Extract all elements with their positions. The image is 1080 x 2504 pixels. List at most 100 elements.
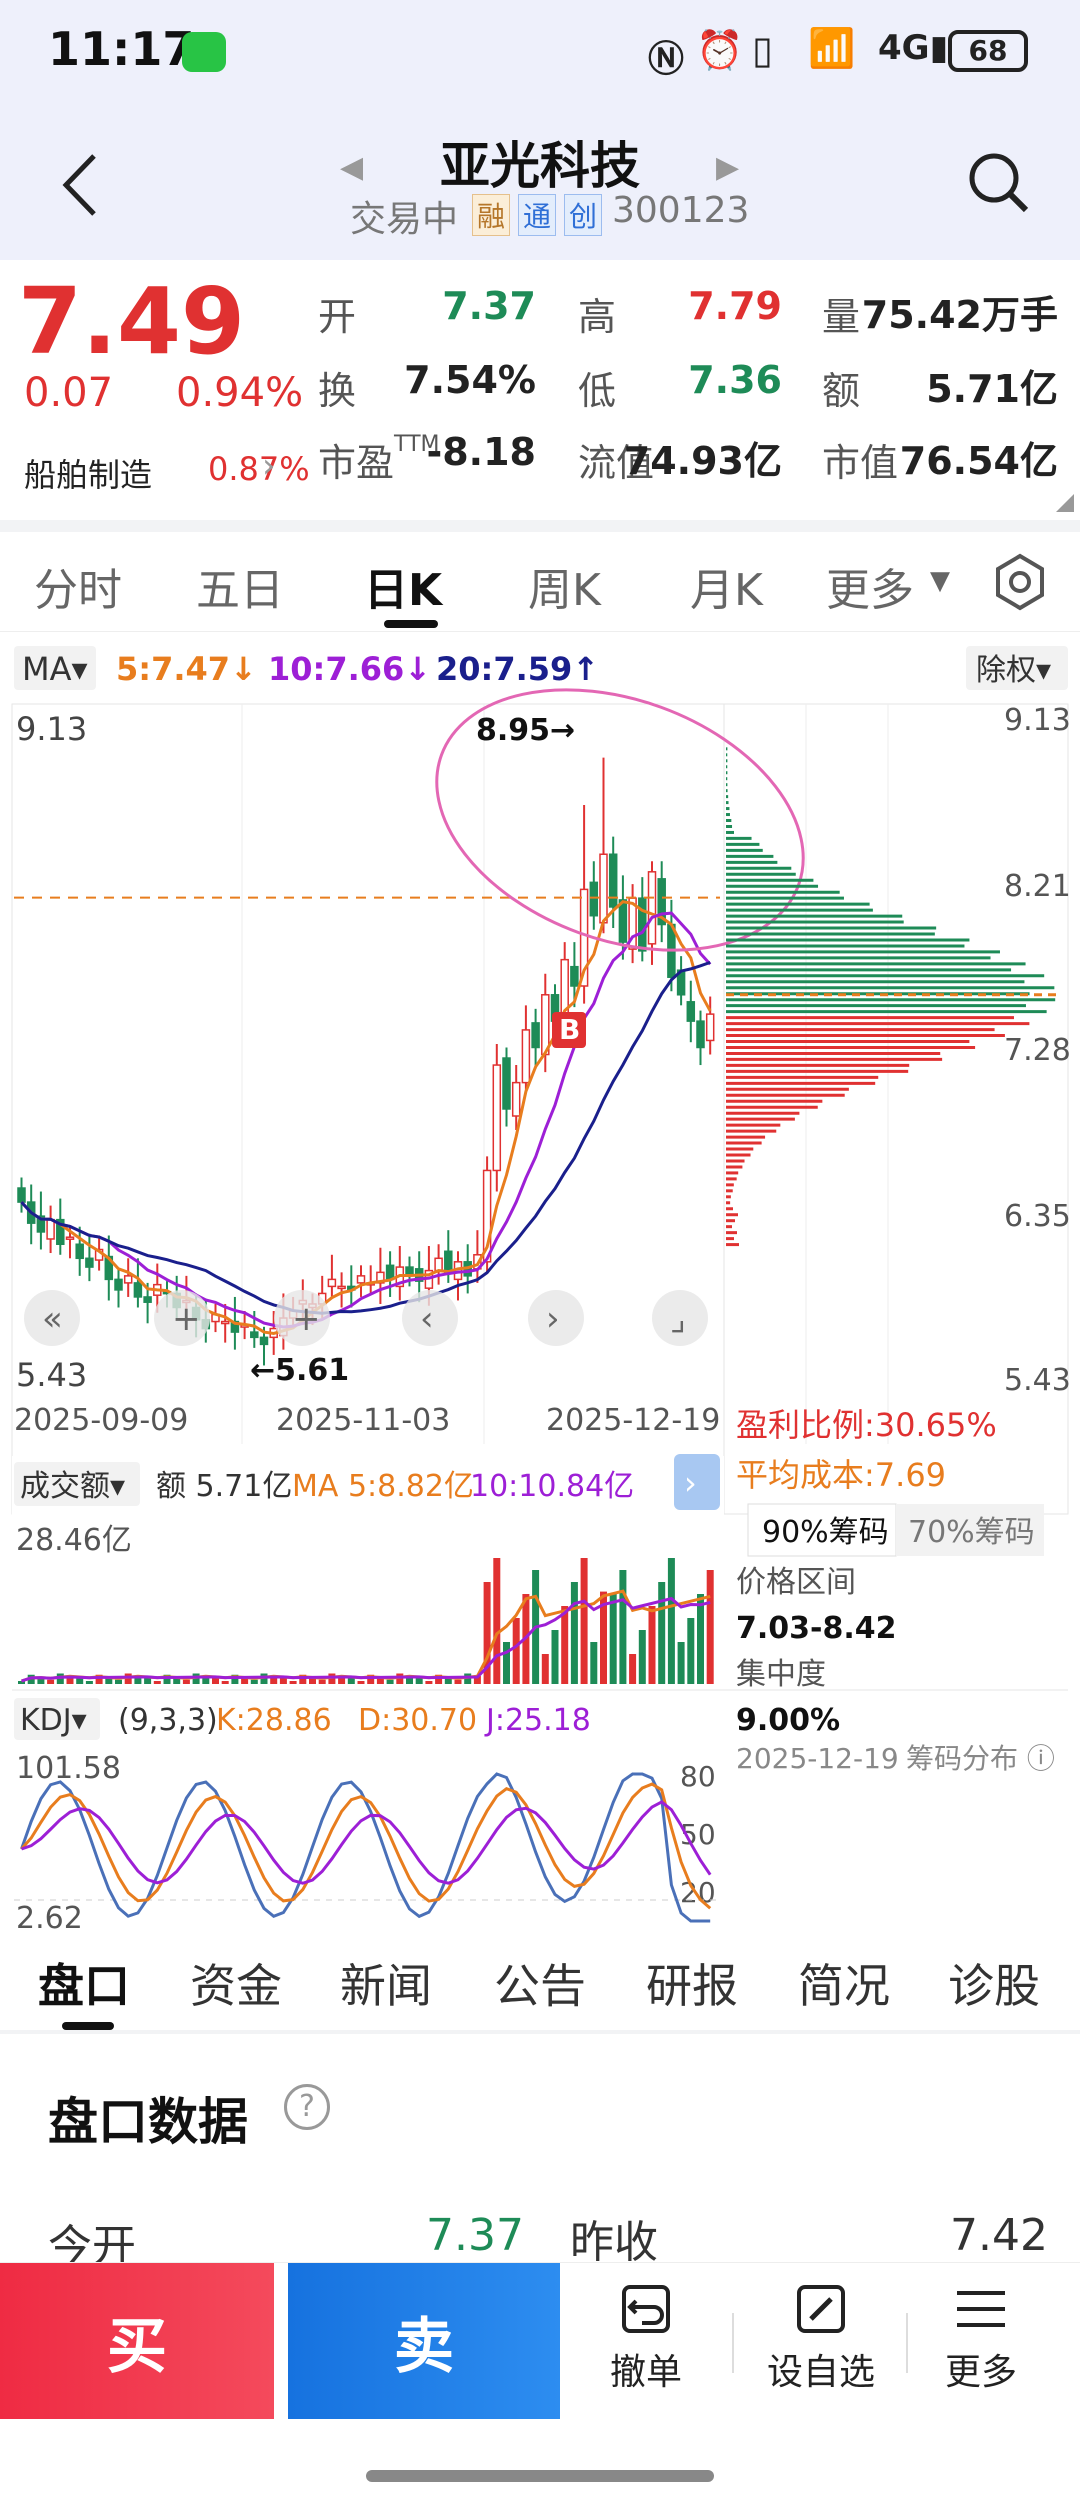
stock-header: ◀ 亚光科技 ▶ 交易中 融 通 创 300123 <box>0 110 1080 260</box>
candle-body <box>75 1243 84 1260</box>
tab-monthly-k[interactable]: 月K <box>690 565 763 616</box>
kdj-params: (9,3,3) <box>118 1703 218 1738</box>
profit-ratio: 盈利比例:30.65% <box>736 1406 997 1444</box>
clock: 11:17 <box>48 22 195 76</box>
chip-tab-90 <box>747 1503 897 1557</box>
ma10-legend: 10:7.66↓ <box>268 650 431 688</box>
signal-icon: 4G▮ <box>878 28 949 68</box>
buy-marker-label: B <box>559 1013 580 1046</box>
candle-body <box>502 1057 511 1110</box>
sell-button[interactable]: 卖 <box>288 2263 560 2419</box>
volume-bar <box>299 1674 307 1684</box>
candle-body <box>114 1278 123 1291</box>
tab-weekly-k[interactable]: 周K <box>528 565 601 616</box>
volume-bar <box>241 1677 249 1684</box>
search-icon[interactable] <box>964 148 1034 218</box>
tab-announcement[interactable]: 公告 <box>494 1959 586 2013</box>
volume-bar <box>144 1678 152 1684</box>
chart-nav-button <box>274 1290 330 1346</box>
chevron-right-icon[interactable]: › <box>262 446 276 486</box>
volume-bar <box>105 1677 113 1684</box>
prev-close-value: 7.42 <box>950 2210 1048 2261</box>
more-button[interactable]: 更多 <box>926 2279 1036 2409</box>
date-label: 2025-12-19 <box>546 1403 720 1438</box>
corner-marker-icon <box>1056 494 1074 512</box>
chart-nav-button <box>528 1290 584 1346</box>
volume-bar <box>95 1674 103 1684</box>
date-label: 2025-11-03 <box>276 1403 450 1438</box>
candle-body <box>531 1022 540 1049</box>
quote-label: 市盈TTM <box>318 432 440 485</box>
tab-orderbook[interactable]: 盘口 <box>38 1959 130 2013</box>
volume-bar <box>609 1594 617 1684</box>
date-label: 2025-09-09 <box>14 1403 188 1438</box>
tab-news[interactable]: 新闻 <box>340 1959 432 2013</box>
ma20-line <box>20 960 711 1315</box>
candle-body <box>250 1331 259 1339</box>
candle-body <box>259 1336 269 1346</box>
industry-name[interactable]: 船舶制造 <box>24 456 153 494</box>
candle-body <box>560 958 569 1015</box>
volume-selector <box>14 1462 140 1506</box>
main-frame <box>11 703 725 1515</box>
chart-nav-icon: › <box>546 1299 560 1339</box>
candle-body <box>618 899 628 943</box>
next-stock-icon[interactable]: ▶ <box>716 150 740 185</box>
nfc-icon: Ⓝ <box>648 39 685 80</box>
chart-nav-icon: ‹ <box>420 1299 434 1339</box>
kdj-j: J:25.18 <box>484 1703 591 1738</box>
status-bar: 11:17 Ⓝ ⏰ ▯ 📶 4G▮ 68 <box>0 0 1080 110</box>
candle-body <box>511 1081 521 1117</box>
candle-body <box>686 1001 696 1022</box>
volume-bar <box>629 1654 637 1684</box>
help-icon[interactable]: ? <box>284 2084 330 2130</box>
volume-bar <box>221 1681 229 1684</box>
tab-research[interactable]: 研报 <box>646 1959 738 2013</box>
tab-funds[interactable]: 资金 <box>190 1959 282 2013</box>
add-watchlist-button[interactable]: 设自选 <box>756 2279 886 2409</box>
prev-stock-icon[interactable]: ◀ <box>340 150 364 185</box>
candle-body <box>579 888 589 987</box>
quote-value: 76.54亿 <box>899 439 1058 483</box>
price-tick: 9.13 <box>1004 703 1071 738</box>
price-change: 0.07 <box>24 370 114 416</box>
chart-nav-icon: + <box>172 1299 201 1339</box>
volume-bar <box>687 1618 695 1684</box>
quote-value: 7.36 <box>688 358 782 402</box>
volume-ma10-line <box>21 1596 711 1683</box>
adjust-label: 除权▾ <box>976 653 1051 688</box>
high-annotation: 8.95→ <box>476 713 575 748</box>
quote-label: 市值 <box>822 441 899 485</box>
volume-bar <box>357 1681 365 1684</box>
sell-label: 卖 <box>394 2311 454 2382</box>
divider <box>732 2313 734 2373</box>
price-tick: 6.35 <box>1004 1199 1071 1234</box>
industry-pct[interactable]: 0.87% <box>208 450 310 488</box>
candle-body <box>123 1275 133 1284</box>
kdj-level: 80 <box>680 1760 716 1793</box>
volume-bar <box>279 1678 287 1684</box>
low-annotation: ←5.61 <box>250 1353 349 1388</box>
chart-settings-icon[interactable] <box>990 552 1050 612</box>
cancel-order-button[interactable]: 撤单 <box>586 2279 706 2409</box>
back-icon[interactable] <box>56 150 106 220</box>
tab-daily-k[interactable]: 日K <box>364 565 443 616</box>
volume-ma10: 10:10.84亿 <box>470 1469 634 1504</box>
volume-bar <box>483 1582 491 1684</box>
prev-close-label: 昨收 <box>570 2217 658 2268</box>
price-max: 9.13 <box>16 710 87 748</box>
kline-chart[interactable]: MA▾ 5:7.47↓ 10:7.66↓ 20:7.59↑ 除权▾ 9.13 5.43 9.1… <box>0 634 1080 1938</box>
candle-body <box>638 897 647 952</box>
tab-profile[interactable]: 简况 <box>798 1959 890 2013</box>
undo-icon <box>622 2285 670 2333</box>
tab-five-day[interactable]: 五日 <box>196 565 284 616</box>
tab-diagnosis[interactable]: 诊股 <box>948 1959 1040 2013</box>
dropdown-icon[interactable]: ▼ <box>930 566 950 596</box>
buy-button[interactable]: 买 <box>0 2263 274 2419</box>
candle-body <box>337 1285 346 1290</box>
tab-more[interactable]: 更多 <box>826 565 914 616</box>
quote-value: 7.54% <box>404 358 536 402</box>
quote-value: 74.93亿 <box>623 439 782 483</box>
volume-label: 成交额▾ <box>20 1469 125 1504</box>
tab-intraday[interactable]: 分时 <box>34 565 122 616</box>
